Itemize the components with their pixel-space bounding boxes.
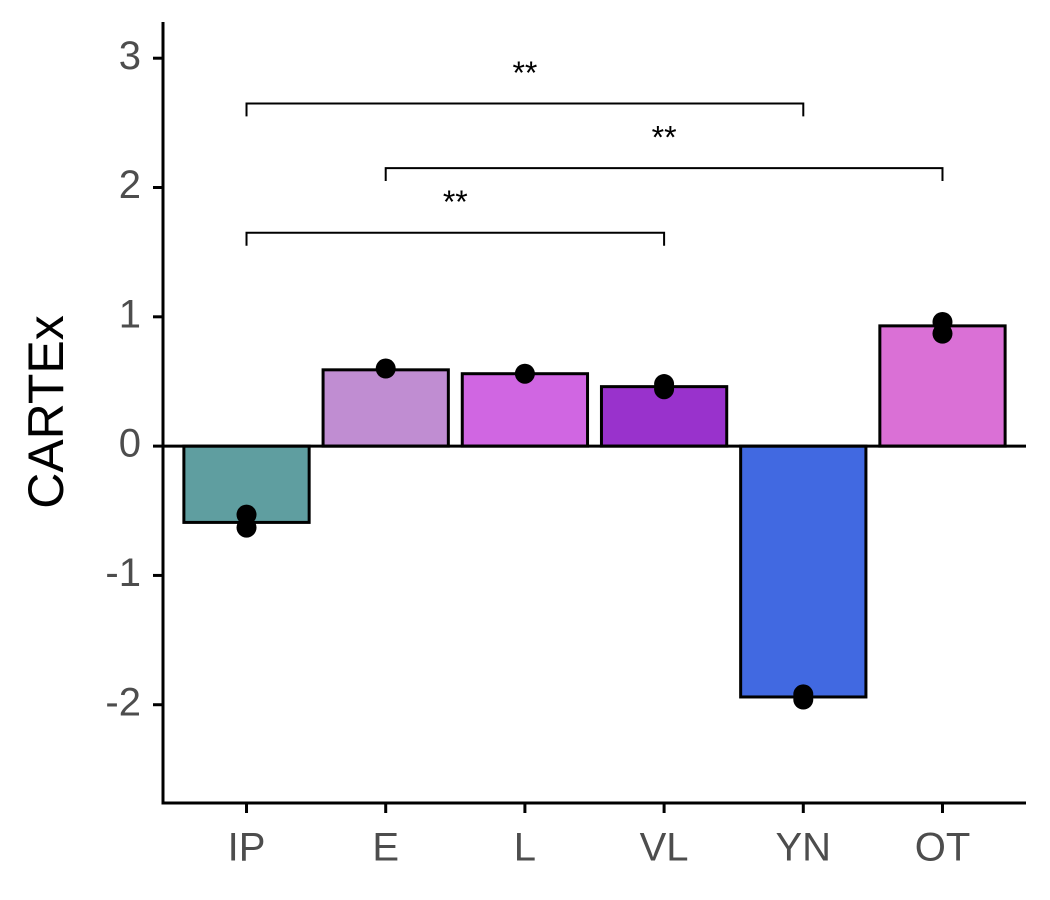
y-axis-label: CARTEx: [18, 315, 74, 509]
significance-label: **: [652, 120, 677, 156]
data-point: [375, 358, 396, 379]
y-tick-label: -2: [105, 680, 141, 724]
data-point: [654, 379, 675, 400]
y-tick-label: 0: [119, 422, 141, 466]
y-tick-label: -1: [105, 551, 141, 595]
x-tick-label: L: [514, 826, 536, 870]
x-tick-label: IP: [228, 826, 266, 870]
bar: [460, 372, 590, 448]
significance-bracket: [245, 102, 805, 117]
data-point: [793, 689, 814, 710]
significance-label: **: [443, 184, 468, 220]
x-tick-label: VL: [640, 826, 689, 870]
significance-bracket: [384, 167, 944, 182]
x-tick-label: OT: [915, 826, 971, 870]
y-tick-label: 2: [119, 163, 141, 207]
bar: [321, 368, 450, 448]
data-point: [236, 517, 257, 538]
data-point: [932, 323, 953, 344]
bar: [739, 444, 868, 699]
significance-label: **: [512, 55, 537, 91]
y-tick-label: 1: [119, 292, 141, 336]
significance-bracket: [245, 231, 666, 246]
y-tick-label: 3: [119, 34, 141, 78]
x-tick-label: E: [372, 826, 399, 870]
bar: [878, 324, 1007, 448]
x-tick-label: YN: [776, 826, 832, 870]
data-point: [514, 363, 535, 384]
